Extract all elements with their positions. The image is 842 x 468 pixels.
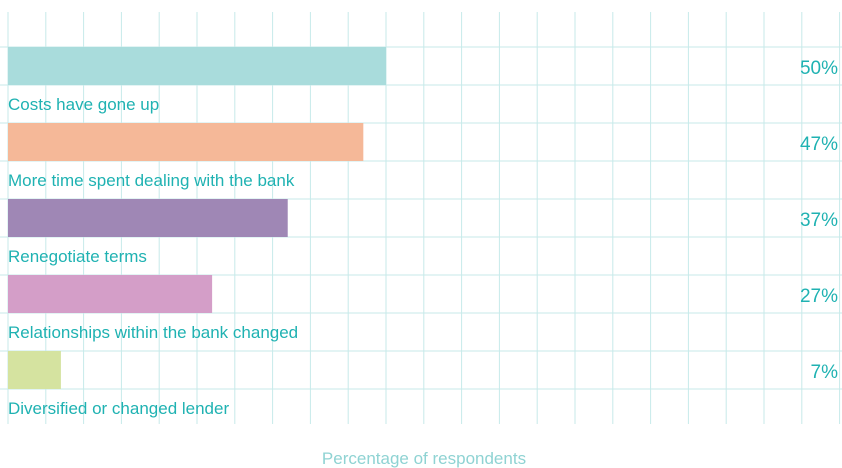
- value-label: 47%: [800, 134, 838, 155]
- bar: [8, 199, 288, 237]
- bars: [8, 47, 386, 389]
- category-label: Renegotiate terms: [8, 247, 147, 266]
- x-axis-title: Percentage of respondents: [322, 449, 526, 468]
- category-label: More time spent dealing with the bank: [8, 171, 295, 190]
- bar: [8, 123, 364, 161]
- category-label: Relationships within the bank changed: [8, 323, 298, 342]
- value-label: 7%: [811, 362, 839, 383]
- bar: [8, 275, 213, 313]
- value-label: 37%: [800, 210, 838, 231]
- bar: [8, 351, 61, 389]
- category-label: Diversified or changed lender: [8, 399, 229, 418]
- category-label: Costs have gone up: [8, 95, 159, 114]
- value-label: 50%: [800, 58, 838, 79]
- labels: 50% Costs have gone up 47% More time spent …: [8, 58, 838, 418]
- bar: [8, 47, 386, 85]
- value-label: 27%: [800, 286, 838, 307]
